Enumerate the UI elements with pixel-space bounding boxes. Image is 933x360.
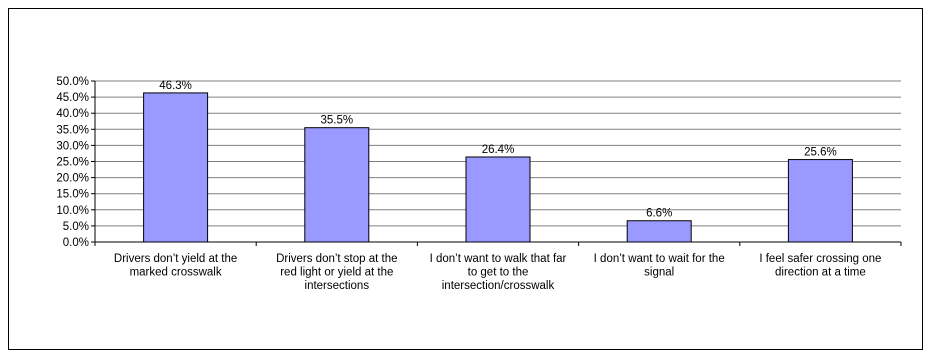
data-label: 6.6% [646,208,672,220]
y-tick-label: 0.0% [63,237,89,249]
category-label-line: to get to the [468,267,529,279]
category-label-line: intersections [305,280,370,292]
category-label-line: direction at a time [775,267,866,279]
y-tick-label: 5.0% [63,221,89,233]
data-label: 26.4% [482,144,515,156]
category-label-line: I don’t want to walk that far [430,253,567,265]
category-label: Drivers don’t stop at the red light or yi… [276,253,397,292]
category-label-line: I don’t want to wait for the [594,253,725,265]
chart-frame: 0.0% 5.0% 10.0% 15.0% 20.0% 25.0% 30.0% 35.0% 40… [8,8,923,350]
y-tick-label: 40.0% [56,108,89,120]
category-label: I don’t want to wait for the signal [594,253,725,279]
y-tick-label: 50.0% [56,76,89,88]
y-tick-label: 20.0% [56,173,89,185]
bar [787,159,853,243]
category-labels: Drivers don’t yield at the marked crosswa… [114,253,882,292]
category-label-line: red light or yield at the [280,267,393,279]
category-label-line: Drivers don’t yield at the [114,253,237,265]
y-tick-labels: 0.0% 5.0% 10.0% 15.0% 20.0% 25.0% 30.0% 35.0% 40… [56,76,89,249]
data-label: 25.6% [804,147,837,159]
bar [304,127,370,243]
category-label: Drivers don’t yield at the marked crosswa… [114,253,237,279]
y-tick-label: 10.0% [56,205,89,217]
data-label: 35.5% [320,115,353,127]
bar-chart: 0.0% 5.0% 10.0% 15.0% 20.0% 25.0% 30.0% 35.0% 40… [56,76,902,292]
data-label: 46.3% [159,80,192,92]
y-tick-label: 15.0% [56,189,89,201]
category-label: I feel safer crossing one direction at a … [759,253,881,279]
bar [143,92,209,243]
category-label-line: signal [644,267,674,279]
axes [91,80,902,246]
y-tick-label: 30.0% [56,140,89,152]
bar [465,156,531,243]
category-label-line: intersection/crosswalk [442,280,555,292]
category-label-line: marked crosswalk [130,267,222,279]
bar [626,220,692,243]
category-label-line: I feel safer crossing one [759,253,881,265]
bars [143,92,853,243]
category-label: I don’t want to walk that far to get to t… [430,253,567,292]
category-label-line: Drivers don’t stop at the [276,253,397,265]
y-tick-label: 45.0% [56,92,89,104]
y-tick-label: 35.0% [56,124,89,136]
y-tick-label: 25.0% [56,157,89,169]
data-labels: 46.3% 35.5% 26.4% 6.6% 25.6% [159,80,836,220]
